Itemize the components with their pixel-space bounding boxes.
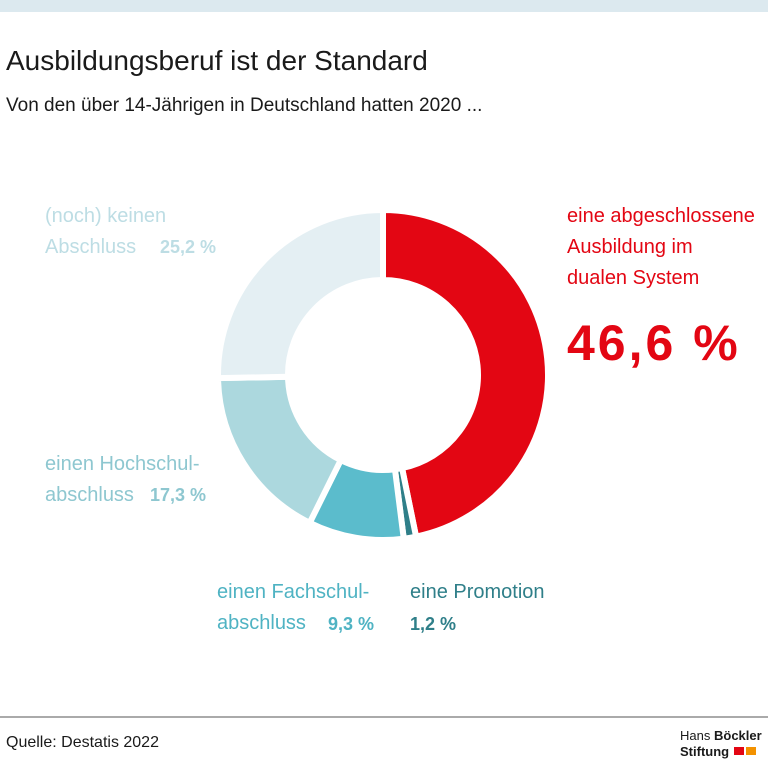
- category-label: einen Hochschul-: [45, 453, 200, 475]
- category-label: einen Fachschul-: [217, 581, 369, 603]
- donut-segment: [214, 373, 345, 527]
- category-label: abschluss: [217, 612, 306, 634]
- donut-segment: [380, 206, 551, 541]
- chart-title: Ausbildungsberuf ist der Standard: [6, 45, 428, 76]
- brand-square: [734, 747, 744, 755]
- brand: Hans Böckler: [680, 728, 762, 743]
- brand-word: Hans: [680, 728, 711, 743]
- brand-square: [746, 747, 756, 755]
- category-label: Abschluss: [45, 236, 136, 258]
- brand-word: Stiftung: [680, 744, 729, 759]
- source: Quelle: Destatis 2022: [6, 734, 159, 751]
- category-label: abschluss: [45, 484, 134, 506]
- value-label: 1,2 %: [410, 614, 456, 634]
- brand-word: Böckler: [714, 728, 762, 743]
- category-label: dualen System: [567, 267, 699, 289]
- value-label: 46,6 %: [567, 315, 741, 371]
- value-label: 25,2 %: [160, 237, 216, 257]
- chart-subtitle: Von den über 14-Jährigen in Deutschland …: [6, 95, 482, 116]
- category-label: (noch) keinen: [45, 205, 166, 227]
- category-label: eine Promotion: [410, 581, 545, 603]
- value-label: 17,3 %: [150, 485, 206, 505]
- top-band: [0, 0, 768, 12]
- value-label: 9,3 %: [328, 614, 374, 634]
- category-label: Ausbildung im: [567, 236, 693, 258]
- donut-segment: [215, 206, 386, 382]
- category-label: eine abgeschlossene: [567, 205, 755, 227]
